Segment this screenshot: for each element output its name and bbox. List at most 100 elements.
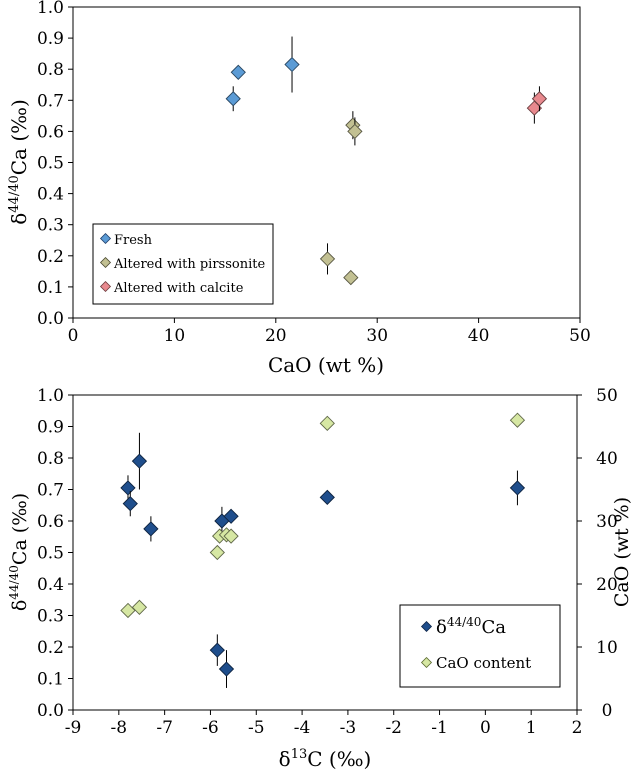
data-point-series-0 — [284, 56, 300, 73]
data-point-series-1 — [120, 602, 136, 619]
data-point-series-1 — [347, 123, 363, 140]
legend-item-fresh: Fresh — [99, 232, 153, 248]
x-tick-label: -5 — [248, 718, 265, 738]
x-tick-label: 0 — [480, 718, 491, 738]
x-axis-ticks: -9 -8 -7 -6 -5 -4 -3 -2 -1 0 1 2 — [65, 710, 583, 738]
data-point-series-1 — [131, 599, 148, 615]
y-tick-label: 0.7 — [37, 91, 64, 111]
y-tick-label: 1.0 — [37, 0, 64, 18]
data-point-series-2 — [531, 91, 548, 107]
data-point-series-1 — [343, 269, 359, 286]
x-tick-label: 1 — [526, 718, 537, 738]
x-axis-label: δ13C (‰) — [279, 747, 372, 771]
y-tick-label: 0.4 — [37, 575, 64, 595]
legend-marker-calcite — [99, 280, 112, 293]
y-tick-label: 0.7 — [37, 481, 64, 501]
y2-tick-label: 0 — [602, 701, 613, 721]
x-tick-label: -8 — [111, 718, 128, 738]
x-tick-label: -2 — [385, 718, 402, 738]
data-point-series-1 — [319, 415, 335, 431]
legend-item-pirssonite: Altered with pirssonite — [99, 256, 265, 272]
legend-item-cao-content: CaO content — [420, 654, 531, 672]
legend-box — [92, 223, 274, 305]
x-tick-label: 30 — [366, 326, 388, 346]
legend-item-calcite: Altered with calcite — [99, 280, 244, 296]
x-tick-label: 2 — [572, 718, 583, 738]
legend-label-fresh: Fresh — [114, 233, 153, 248]
data-point-series-0 — [122, 496, 138, 512]
data-point-series-0 — [319, 489, 335, 506]
y-tick-label: 0.0 — [37, 701, 64, 721]
y2-axis-label: CaO (wt %) — [611, 497, 633, 607]
data-point-series-0 — [218, 661, 235, 677]
data-point-series-0 — [120, 480, 136, 496]
y-tick-label: 0.3 — [37, 607, 64, 627]
x-tick-label: -3 — [340, 718, 357, 738]
y-tick-label: 0.5 — [37, 154, 64, 174]
chart-d13c-vs-d44ca-cao: -9 -8 -7 -6 -5 -4 -3 -2 -1 0 1 2 0.0 0.1 0.2 0.3 0.4 0.5… — [7, 386, 633, 771]
x-tick-label: -4 — [294, 718, 311, 738]
y-tick-label: 0.3 — [37, 216, 64, 236]
x-tick-label: -1 — [431, 718, 448, 738]
legend: Fresh Altered with pirssonite Altered wi… — [92, 223, 274, 305]
y2-axis-ticks: 0 10 20 30 40 50 — [577, 386, 618, 721]
chart-cao-vs-d44ca: 0 10 20 30 40 50 0.00.10.20.30.40.50.60.70.80… — [7, 0, 591, 377]
x-axis-label: CaO (wt %) — [268, 353, 384, 377]
y-axis-ticks: 0.0 0.1 0.2 0.3 0.4 0.5 0.6 0.7 0.8 0.9 1.0 — [37, 386, 73, 721]
y-tick-label: 0.5 — [37, 544, 64, 564]
y2-tick-label: 10 — [596, 638, 618, 658]
legend-marker-pirssonite — [99, 256, 112, 269]
data-point-series-1 — [509, 412, 526, 428]
y-tick-label: 0.9 — [37, 418, 64, 438]
legend-marker-fresh — [99, 232, 112, 245]
data-point-series-1 — [209, 544, 225, 561]
data-points — [225, 36, 548, 286]
data-point-series-1 — [319, 251, 336, 267]
legend-label-pirssonite: Altered with pirssonite — [113, 257, 265, 272]
data-point-series-0 — [209, 642, 225, 658]
y-tick-label: 0.0 — [37, 309, 64, 329]
data-points — [120, 412, 526, 688]
y-axis-label: δ44/40Ca (‰) — [7, 99, 31, 225]
legend-box — [399, 604, 561, 688]
legend-marker-d44ca — [420, 620, 433, 633]
x-tick-label: -6 — [202, 718, 219, 738]
x-tick-label: 50 — [569, 326, 591, 346]
y-tick-label: 0.2 — [37, 638, 64, 658]
y-tick-label: 0.8 — [37, 449, 64, 469]
y-axis-label: δ44/40Ca (‰) — [7, 493, 31, 611]
y2-tick-label: 30 — [596, 512, 618, 532]
legend-marker-cao-content — [420, 656, 433, 669]
y-tick-label: 0.2 — [37, 247, 64, 267]
y-tick-label: 0.9 — [37, 29, 64, 49]
legend-item-d44ca: δ44/40Ca — [420, 615, 506, 638]
y2-tick-label: 50 — [596, 386, 618, 406]
x-tick-label: 20 — [265, 326, 287, 346]
x-axis-ticks: 0 10 20 30 40 50 — [68, 318, 591, 346]
y-tick-label: 0.4 — [37, 185, 64, 205]
y-tick-label: 0.6 — [37, 122, 64, 142]
x-tick-label: 0 — [68, 326, 79, 346]
legend: δ44/40Ca CaO content — [399, 604, 561, 688]
y-tick-label: 0.6 — [37, 512, 64, 532]
y-tick-label: 0.1 — [37, 278, 64, 298]
y-tick-label: 0.1 — [37, 670, 64, 690]
y-axis-ticks: 0.0 0.1 0.2 0.3 0.4 0.5 0.6 0.7 0.8 0.9 1.0 — [37, 0, 73, 329]
legend-label-calcite: Altered with calcite — [113, 281, 244, 296]
data-point-series-0 — [225, 91, 241, 107]
x-tick-label: -7 — [156, 718, 173, 738]
data-point-series-0 — [223, 508, 239, 524]
data-point-series-0 — [509, 480, 526, 496]
y-tick-label: 0.8 — [37, 60, 64, 80]
y-tick-label: 1.0 — [37, 386, 64, 406]
y2-tick-label: 20 — [596, 575, 618, 595]
legend-label-d44ca: δ44/40Ca — [436, 615, 506, 638]
legend-label-cao-content: CaO content — [436, 654, 531, 672]
y2-tick-label: 40 — [596, 449, 618, 469]
x-tick-label: 40 — [468, 326, 490, 346]
data-point-series-1 — [223, 528, 239, 544]
data-point-series-0 — [230, 64, 246, 80]
x-tick-label: 10 — [164, 326, 186, 346]
data-point-series-0 — [143, 521, 159, 537]
